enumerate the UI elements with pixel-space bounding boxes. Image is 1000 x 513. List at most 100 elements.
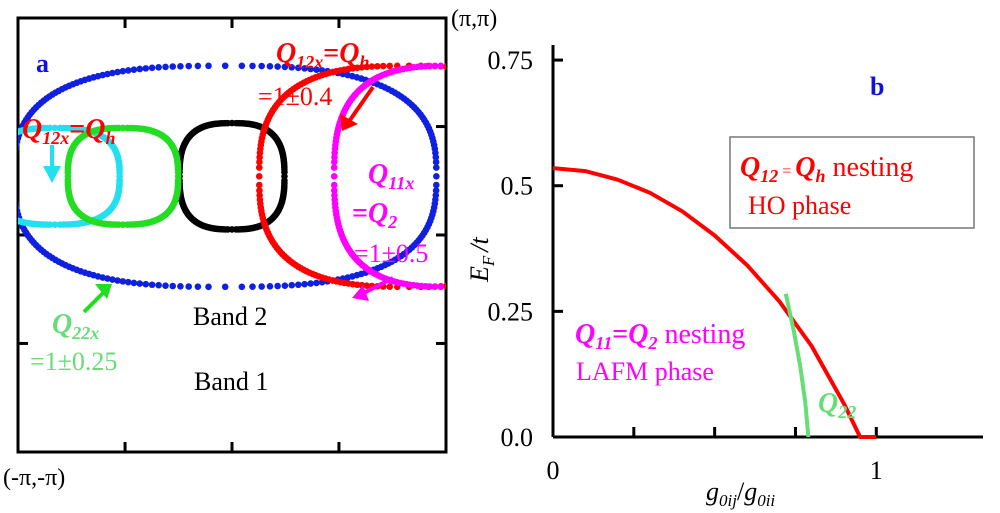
fermi-point xyxy=(0,138,4,145)
fermi-point xyxy=(508,78,515,85)
q22-label: Q22 xyxy=(818,388,856,422)
fermi-point xyxy=(560,211,567,218)
fermi-point xyxy=(475,67,482,74)
fermi-point xyxy=(169,63,177,70)
fermi-point xyxy=(561,142,568,149)
fermi-point xyxy=(142,280,150,288)
fermi-point xyxy=(301,280,308,288)
fermi-point xyxy=(546,232,553,239)
fermi-point xyxy=(559,128,566,135)
fermi-point xyxy=(545,95,552,102)
fermi-point xyxy=(6,132,13,139)
fermi-point xyxy=(561,208,568,215)
fermi-point xyxy=(274,282,281,290)
fermi-point xyxy=(11,164,18,171)
fermi-point xyxy=(51,221,59,228)
fermi-point xyxy=(11,182,18,189)
fermi-point xyxy=(9,215,16,222)
fermi-point xyxy=(561,138,568,145)
fermi-point xyxy=(538,88,545,95)
fermi-point xyxy=(511,275,518,282)
fermi-point xyxy=(0,204,1,211)
fermi-point xyxy=(313,279,320,287)
fermi-point xyxy=(119,278,127,285)
fermi-point xyxy=(124,278,132,286)
fermi-point xyxy=(256,158,263,166)
fermi-point xyxy=(536,100,543,107)
red-arrowhead xyxy=(340,114,358,131)
fermi-point xyxy=(18,151,19,155)
fermi-point xyxy=(431,283,439,290)
fermi-point xyxy=(535,249,542,256)
fermi-point xyxy=(221,283,229,291)
y-tick-label: 0.5 xyxy=(501,172,534,201)
fermi-point xyxy=(431,62,439,70)
fermi-point xyxy=(301,65,308,72)
fermi-point xyxy=(533,95,540,102)
fermi-point xyxy=(432,187,440,194)
fermi-point xyxy=(506,277,513,284)
fermi-point xyxy=(330,172,338,180)
fermi-point xyxy=(543,109,550,116)
fermi-point xyxy=(531,93,538,100)
fermi-point xyxy=(562,173,569,180)
fermi-point xyxy=(256,153,263,161)
fermi-point xyxy=(538,102,545,109)
fermi-point xyxy=(221,62,229,70)
fermi-point xyxy=(538,258,545,265)
fermi-point xyxy=(386,283,394,290)
corner-label-top-right: (π,π) xyxy=(451,6,497,32)
fermi-point xyxy=(500,279,507,286)
fermi-point xyxy=(479,282,486,289)
fermi-point xyxy=(185,283,193,290)
fermi-point xyxy=(558,224,565,231)
fermi-point xyxy=(555,159,562,166)
ho-phase-label: HO phase xyxy=(748,191,851,220)
fermi-point xyxy=(557,119,564,126)
fermi-point xyxy=(432,164,440,171)
fermi-point xyxy=(541,91,548,98)
panel-b-label: b xyxy=(870,72,884,101)
red-arrow xyxy=(348,85,375,122)
fermi-surface-red xyxy=(255,62,562,291)
series-q22 xyxy=(783,293,811,438)
label-q11x: Q11x xyxy=(368,159,414,193)
label-q11x-value: =1±0.5 xyxy=(354,239,428,268)
fermi-point xyxy=(558,125,565,132)
fermi-point xyxy=(374,62,381,70)
fermi-point xyxy=(542,106,549,113)
fermi-point xyxy=(148,64,156,72)
panel-a-fermi-surface: a (π,π) (-π,-π) Q12x=Qh Q12x=Qh =1±0.4 Q… xyxy=(0,6,569,491)
ho-phase-box xyxy=(729,136,975,229)
fermi-surface-band1 xyxy=(11,62,440,291)
x-tick-label: 0 xyxy=(547,456,560,485)
fermi-point xyxy=(478,68,485,75)
fermi-point xyxy=(494,280,501,287)
fermi-point xyxy=(554,138,561,145)
fermi-point xyxy=(555,200,562,207)
fermi-point xyxy=(448,282,455,289)
fermi-point xyxy=(519,84,526,91)
fermi-point xyxy=(502,75,509,82)
fermi-point xyxy=(526,78,533,85)
fermi-point xyxy=(534,84,541,91)
fermi-point xyxy=(256,187,263,194)
ho-nesting-label: Q12 = Qh nesting xyxy=(740,152,913,186)
fermi-point xyxy=(555,150,562,157)
fermi-point xyxy=(519,262,526,269)
fermi-point xyxy=(130,279,138,287)
panel-a-label: a xyxy=(36,49,49,78)
fermi-point xyxy=(559,218,566,225)
fermi-surface-green xyxy=(64,124,182,228)
fermi-point xyxy=(556,229,563,236)
fermi-point xyxy=(162,282,169,289)
fermi-point xyxy=(0,142,1,149)
label-band-1: Band 1 xyxy=(194,367,268,396)
fermi-point xyxy=(511,267,518,274)
fermi-point xyxy=(545,111,552,118)
fermi-point xyxy=(155,64,162,71)
fermi-point xyxy=(119,67,127,75)
panel-a-fermi-curves xyxy=(0,62,569,291)
fermi-point xyxy=(471,63,478,70)
fermi-surface-band2 xyxy=(176,119,288,233)
